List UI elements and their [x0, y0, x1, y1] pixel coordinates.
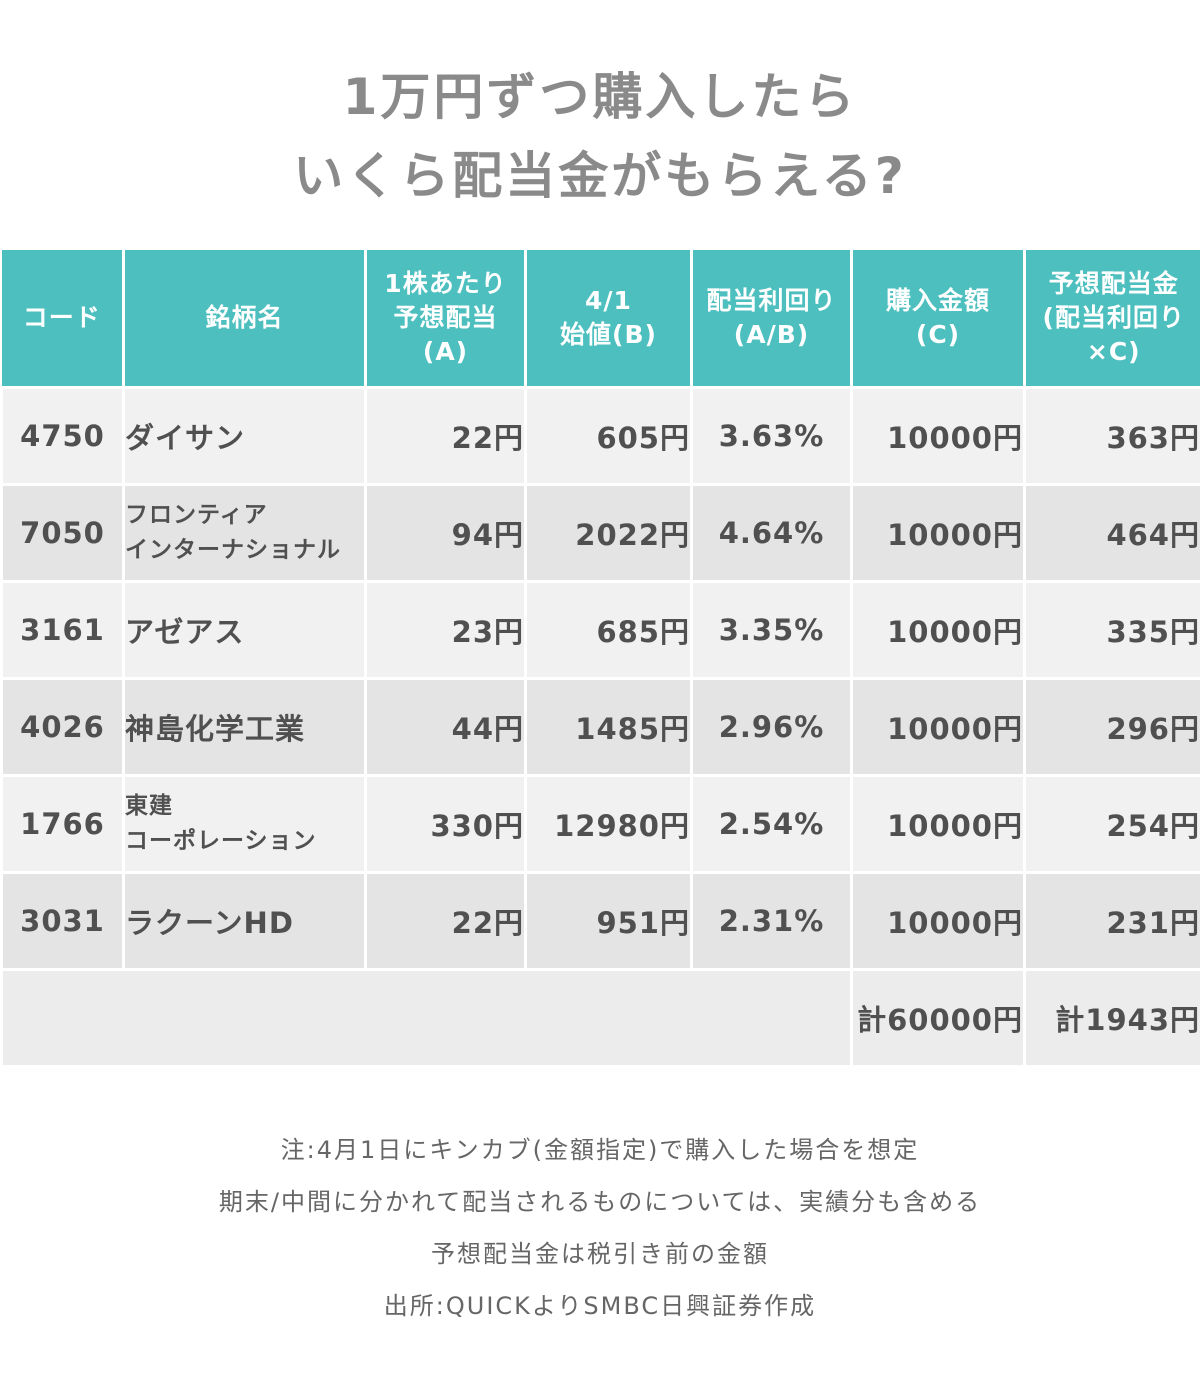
cell-yield: 2.31%	[690, 871, 853, 971]
cell-name: 神島化学工業	[122, 677, 367, 777]
cell-code: 3161	[0, 580, 125, 680]
cell-open: 12980円	[524, 774, 693, 874]
total-spacer	[0, 968, 853, 1068]
header-expected-dividend: 予想配当金 (配当利回り ×C)	[1023, 247, 1200, 389]
cell-dividend: 22円	[364, 386, 527, 486]
cell-dividend: 44円	[364, 677, 527, 777]
total-amount: 計60000円	[850, 968, 1026, 1068]
cell-yield: 3.35%	[690, 580, 853, 680]
cell-dividend: 22円	[364, 871, 527, 971]
title-line-1: 1万円ずつ購入したら	[342, 68, 858, 126]
table-row: 3031 ラクーンHD 22円 951円 2.31% 10000円 231円	[0, 871, 1200, 971]
header-code: コード	[1, 247, 125, 389]
table-row: 7050 フロンティア インターナショナル 94円 2022円 4.64% 10…	[0, 483, 1200, 583]
cell-amount: 10000円	[850, 483, 1026, 583]
cell-expected: 231円	[1023, 871, 1200, 971]
cell-name: ラクーンHD	[122, 871, 367, 971]
cell-code: 1766	[0, 774, 125, 874]
header-purchase-amount: 購入金額 (C)	[850, 247, 1026, 389]
total-row: 計60000円 計1943円	[0, 968, 1200, 1068]
cell-open: 605円	[524, 386, 693, 486]
cell-yield: 2.54%	[690, 774, 853, 874]
note-line: 予想配当金は税引き前の金額	[431, 1240, 769, 1268]
page-title: 1万円ずつ購入したら いくら配当金がもらえる?	[0, 58, 1200, 216]
cell-name: フロンティア インターナショナル	[122, 483, 367, 583]
cell-name: ダイサン	[122, 386, 367, 486]
cell-open: 1485円	[524, 677, 693, 777]
header-yield: 配当利回り (A/B)	[690, 247, 853, 389]
table-header-row: コード 銘柄名 1株あたり 予想配当 (A) 4/1 始値(B) 配当利回り (…	[1, 247, 1200, 389]
dividend-table: コード 銘柄名 1株あたり 予想配当 (A) 4/1 始値(B) 配当利回り (…	[0, 247, 1200, 1068]
total-expected: 計1943円	[1023, 968, 1200, 1068]
source-line: 出所:QUICKよりSMBC日興証券作成	[383, 1292, 817, 1320]
cell-code: 4750	[0, 386, 125, 486]
cell-amount: 10000円	[850, 677, 1026, 777]
cell-name: アゼアス	[122, 580, 367, 680]
note-line: 期末/中間に分かれて配当されるものについては、実績分も含める	[218, 1188, 982, 1216]
cell-yield: 2.96%	[690, 677, 853, 777]
title-line-2: いくら配当金がもらえる?	[293, 147, 907, 205]
cell-expected: 464円	[1023, 483, 1200, 583]
cell-dividend: 330円	[364, 774, 527, 874]
cell-yield: 4.64%	[690, 483, 853, 583]
cell-yield: 3.63%	[690, 386, 853, 486]
cell-amount: 10000円	[850, 871, 1026, 971]
table-row: 4750 ダイサン 22円 605円 3.63% 10000円 363円	[0, 386, 1200, 486]
cell-open: 2022円	[524, 483, 693, 583]
table-row: 1766 東建 コーポレーション 330円 12980円 2.54% 10000…	[0, 774, 1200, 874]
header-name: 銘柄名	[122, 247, 367, 389]
cell-code: 7050	[0, 483, 125, 583]
table-row: 4026 神島化学工業 44円 1485円 2.96% 10000円 296円	[0, 677, 1200, 777]
header-dividend-per-share: 1株あたり 予想配当 (A)	[364, 247, 527, 389]
note-line: 注:4月1日にキンカブ(金額指定)で購入した場合を想定	[280, 1136, 920, 1164]
cell-amount: 10000円	[850, 386, 1026, 486]
cell-code: 4026	[0, 677, 125, 777]
cell-expected: 254円	[1023, 774, 1200, 874]
footnotes: 注:4月1日にキンカブ(金額指定)で購入した場合を想定 期末/中間に分かれて配当…	[0, 1124, 1200, 1332]
cell-dividend: 94円	[364, 483, 527, 583]
cell-name: 東建 コーポレーション	[122, 774, 367, 874]
cell-code: 3031	[0, 871, 125, 971]
cell-expected: 296円	[1023, 677, 1200, 777]
header-open-price: 4/1 始値(B)	[524, 247, 693, 389]
cell-dividend: 23円	[364, 580, 527, 680]
cell-amount: 10000円	[850, 774, 1026, 874]
cell-expected: 335円	[1023, 580, 1200, 680]
cell-open: 685円	[524, 580, 693, 680]
table-row: 3161 アゼアス 23円 685円 3.35% 10000円 335円	[0, 580, 1200, 680]
cell-expected: 363円	[1023, 386, 1200, 486]
cell-amount: 10000円	[850, 580, 1026, 680]
cell-open: 951円	[524, 871, 693, 971]
